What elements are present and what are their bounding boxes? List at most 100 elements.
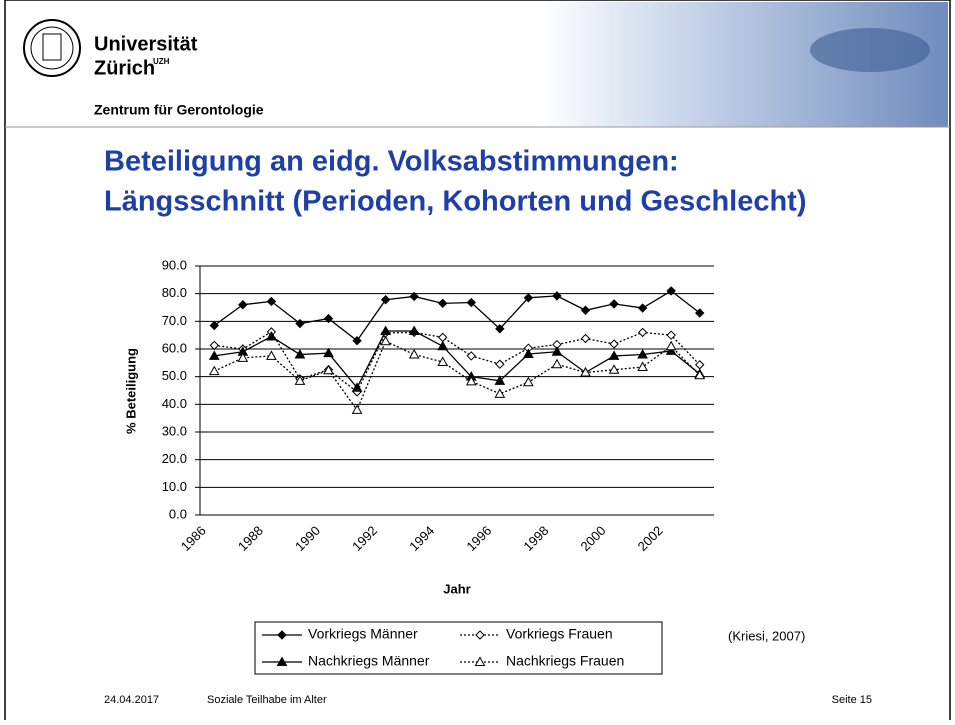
- university-name: Zürich: [94, 57, 155, 79]
- marker: [695, 360, 705, 370]
- y-tick-label: 40.0: [162, 396, 187, 411]
- x-tick-label: 1996: [463, 523, 494, 554]
- marker: [294, 375, 306, 385]
- marker: [637, 361, 648, 371]
- logo-tower: [42, 33, 62, 61]
- legend-label: Nachkriegs Männer: [308, 653, 430, 669]
- marker: [437, 356, 449, 367]
- slide-border: [4, 0, 951, 725]
- marker: [238, 300, 248, 310]
- marker: [608, 350, 620, 360]
- legend-marker: [474, 656, 486, 666]
- marker: [266, 350, 277, 360]
- department: Zentrum für Gerontologie: [94, 102, 264, 118]
- marker: [380, 295, 391, 305]
- marker: [294, 349, 306, 359]
- marker: [495, 324, 505, 334]
- logo-inner: [30, 26, 74, 70]
- marker: [494, 388, 506, 398]
- series-line: [213, 290, 701, 342]
- marker: [237, 352, 249, 362]
- marker: [665, 340, 677, 351]
- x-tick-label: 1988: [235, 523, 266, 554]
- footer-page: Seite 15: [832, 694, 872, 706]
- marker: [609, 339, 619, 349]
- footer-topic: Soziale Teilhabe im Alter: [207, 694, 327, 706]
- y-tick-label: 30.0: [162, 423, 187, 438]
- marker: [208, 350, 220, 360]
- y-tick-label: 10.0: [162, 479, 187, 494]
- marker: [380, 335, 391, 346]
- marker: [637, 303, 648, 313]
- eye-shape: [810, 28, 930, 72]
- x-axis-label: Jahr: [443, 581, 470, 596]
- annotation: (Kriesi, 2007): [728, 628, 805, 643]
- slide-title: Längsschnitt (Perioden, Kohorten und Ges…: [104, 186, 807, 218]
- marker: [209, 340, 219, 351]
- y-tick-label: 0.0: [169, 506, 187, 521]
- university-sup: UZH: [153, 57, 170, 66]
- marker: [551, 346, 563, 356]
- y-tick-label: 60.0: [162, 340, 187, 355]
- slide-title: Beteiligung an eidg. Volksabstimmungen:: [104, 146, 679, 178]
- marker: [408, 349, 420, 359]
- legend-marker: [276, 656, 288, 666]
- marker: [438, 332, 448, 343]
- marker: [266, 331, 277, 341]
- marker: [465, 375, 477, 386]
- marker: [523, 348, 534, 358]
- marker: [580, 305, 591, 315]
- footer-date: 24.04.2017: [104, 694, 159, 706]
- series-line: [214, 330, 701, 389]
- x-tick-label: 1994: [406, 523, 437, 554]
- marker: [637, 349, 648, 359]
- x-tick-label: 2002: [635, 523, 666, 554]
- marker: [209, 320, 219, 331]
- marker: [580, 366, 591, 377]
- y-tick-label: 50.0: [162, 368, 187, 383]
- marker: [295, 318, 305, 329]
- x-tick-label: 1990: [292, 523, 323, 554]
- marker: [580, 333, 591, 344]
- legend-label: Vorkriegs Frauen: [506, 626, 613, 642]
- marker: [609, 299, 619, 309]
- marker: [438, 298, 448, 309]
- x-tick-label: 2000: [578, 523, 609, 554]
- legend-label: Nachkriegs Frauen: [506, 653, 624, 669]
- marker: [323, 364, 334, 375]
- legend-marker: [475, 630, 485, 640]
- marker: [551, 358, 563, 369]
- marker: [351, 404, 363, 414]
- marker: [695, 308, 705, 318]
- marker: [351, 382, 363, 392]
- x-tick-label: 1992: [349, 523, 380, 554]
- marker: [409, 291, 419, 302]
- marker: [266, 296, 277, 307]
- y-axis-label: % Beteiligung: [123, 348, 138, 434]
- y-tick-label: 20.0: [162, 451, 187, 466]
- marker: [466, 351, 476, 361]
- legend-box: [254, 621, 663, 675]
- marker: [552, 291, 562, 301]
- marker: [666, 330, 676, 340]
- marker: [323, 313, 334, 324]
- marker: [437, 340, 449, 351]
- university-name: Universität: [94, 33, 198, 55]
- marker: [665, 345, 677, 355]
- marker: [637, 327, 648, 338]
- y-tick-label: 70.0: [162, 313, 187, 328]
- y-tick-label: 80.0: [162, 285, 187, 300]
- marker: [494, 375, 506, 385]
- marker: [694, 369, 706, 380]
- y-tick-label: 90.0: [162, 257, 187, 272]
- marker: [352, 335, 362, 346]
- legend-label: Vorkriegs Männer: [308, 626, 418, 642]
- marker: [608, 364, 620, 374]
- marker: [466, 297, 476, 308]
- marker: [408, 325, 420, 336]
- marker: [208, 365, 220, 376]
- marker: [523, 376, 534, 387]
- legend-marker: [277, 630, 287, 640]
